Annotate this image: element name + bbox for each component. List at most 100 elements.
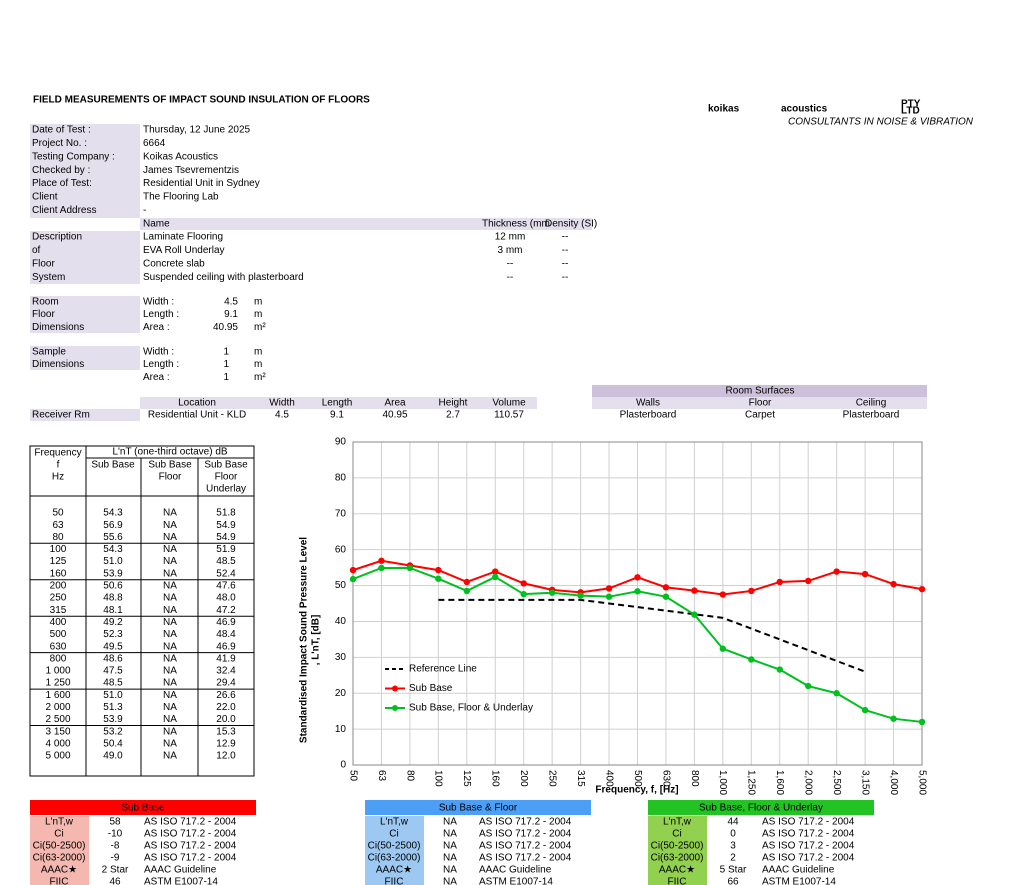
data-point [349, 575, 357, 583]
rating-label: L'nT,w [663, 817, 692, 828]
table-cell: 53.9 [103, 568, 123, 579]
column-header: Frequency [34, 448, 81, 459]
column-header: Volume [492, 398, 526, 409]
column-header: Underlay [206, 484, 246, 495]
x-tick-label: 800 [689, 770, 700, 787]
label-band [30, 346, 140, 370]
material-thickness: -- [507, 272, 514, 283]
y-axis-title: Standardised Impact Sound Pressure Level [299, 537, 310, 743]
dim-unit: m [254, 309, 262, 320]
material-thickness: 3 mm [498, 245, 523, 256]
table-cell: 12.9 [216, 738, 236, 749]
table-cell: 41.9 [216, 653, 236, 664]
column-header: Area [384, 398, 406, 409]
table-cell: 15.3 [216, 726, 236, 737]
table-cell: 54.9 [216, 520, 236, 531]
dim-value: 40.95 [213, 322, 238, 333]
table-cell: 20.0 [216, 714, 236, 725]
label-band [30, 124, 140, 218]
x-tick-label: 1,600 [774, 770, 785, 795]
info-value: Thursday, 12 June 2025 [143, 125, 251, 136]
legend-label: Reference Line [409, 664, 477, 675]
info-value: James Tsevrementzis [143, 165, 239, 176]
data-point [833, 568, 840, 575]
rating-label: Ci(63-2000) [33, 853, 86, 864]
column-header: L'nT (one-third octave) dB [112, 447, 227, 458]
column-header: Floor [749, 398, 772, 409]
table-cell: NA [163, 556, 177, 567]
table-cell: 55.6 [103, 532, 123, 543]
data-point [719, 591, 727, 598]
row-label: Dimensions [32, 359, 84, 370]
rating-label: Ci(50-2500) [651, 841, 704, 852]
table-cell: 3 150 [45, 726, 70, 737]
table-cell: 29.4 [216, 678, 236, 689]
rating-value: -9 [111, 853, 120, 864]
data-point [890, 580, 897, 588]
x-tick-label: 2,000 [803, 770, 814, 795]
table-cell: 54.9 [216, 532, 236, 543]
data-point [463, 578, 470, 586]
legend-marker [392, 705, 398, 711]
x-tick-label: 1,000 [717, 770, 728, 795]
table-cell: 400 [50, 617, 67, 628]
dim-value: 9.1 [224, 309, 238, 320]
material-name: Laminate Flooring [143, 232, 223, 243]
data-point [805, 682, 812, 690]
material-density: -- [562, 272, 569, 283]
rating-label: Ci(50-2500) [33, 841, 86, 852]
row-label: Description [32, 232, 82, 243]
y-tick-label: 20 [335, 688, 347, 699]
material-density: -- [562, 232, 569, 243]
rating-value: NA [443, 877, 457, 885]
table-cell: NA [163, 629, 177, 640]
table-cell: 49.5 [103, 641, 123, 652]
rating-value: 2 Star [102, 865, 129, 876]
material-name: EVA Roll Underlay [143, 245, 225, 256]
rating-label: Ci(50-2500) [368, 841, 421, 852]
table-cell: NA [163, 726, 177, 737]
x-tick-label: 125 [461, 770, 472, 787]
info-label: Client [32, 192, 58, 203]
rating-label: Ci [389, 829, 398, 840]
table-cell: 48.4 [216, 629, 236, 640]
row-label: Sample [32, 347, 66, 358]
table-cell: 53.2 [103, 726, 123, 737]
dim-label: Length : [143, 359, 179, 370]
dim-value: 1 [223, 359, 229, 370]
data-point [577, 592, 584, 599]
rating-value: 3 [730, 841, 736, 852]
dim-label: Area : [143, 372, 170, 383]
header-band [140, 218, 592, 230]
data-point [805, 577, 812, 585]
rating-standard: ASTM E1007-14 [479, 877, 553, 885]
column-header: Density (SI) [545, 219, 597, 230]
table-cell: 49.2 [103, 617, 123, 628]
table-cell: 46.9 [216, 641, 236, 652]
rating-label: L'nT,w [45, 817, 74, 828]
data-point [918, 585, 926, 593]
rating-standard: AS ISO 717.2 - 2004 [144, 829, 237, 840]
material-thickness: 12 mm [495, 232, 526, 243]
label-band [648, 816, 707, 885]
table-cell: 52.4 [216, 568, 236, 579]
x-tick-label: 100 [433, 770, 444, 787]
info-value: Koikas Acoustics [143, 151, 218, 162]
table-cell: NA [163, 520, 177, 531]
data-point [406, 564, 414, 572]
table-cell: 63 [52, 520, 64, 531]
rating-standard: AS ISO 717.2 - 2004 [479, 829, 572, 840]
column-header: Height [439, 398, 468, 409]
location-value: 110.57 [494, 410, 524, 421]
table-cell: 2 500 [45, 714, 70, 725]
rating-label: FIIC [668, 877, 687, 885]
x-tick-label: 80 [404, 770, 415, 782]
column-header: Thickness (mm [482, 219, 550, 230]
y-tick-label: 50 [335, 580, 347, 591]
table-cell: 26.6 [216, 690, 236, 701]
rating-standard: AS ISO 717.2 - 2004 [762, 817, 855, 828]
dim-unit: m [254, 297, 262, 308]
table-cell: 48.1 [103, 605, 123, 616]
x-tick-label: 630 [660, 770, 671, 787]
